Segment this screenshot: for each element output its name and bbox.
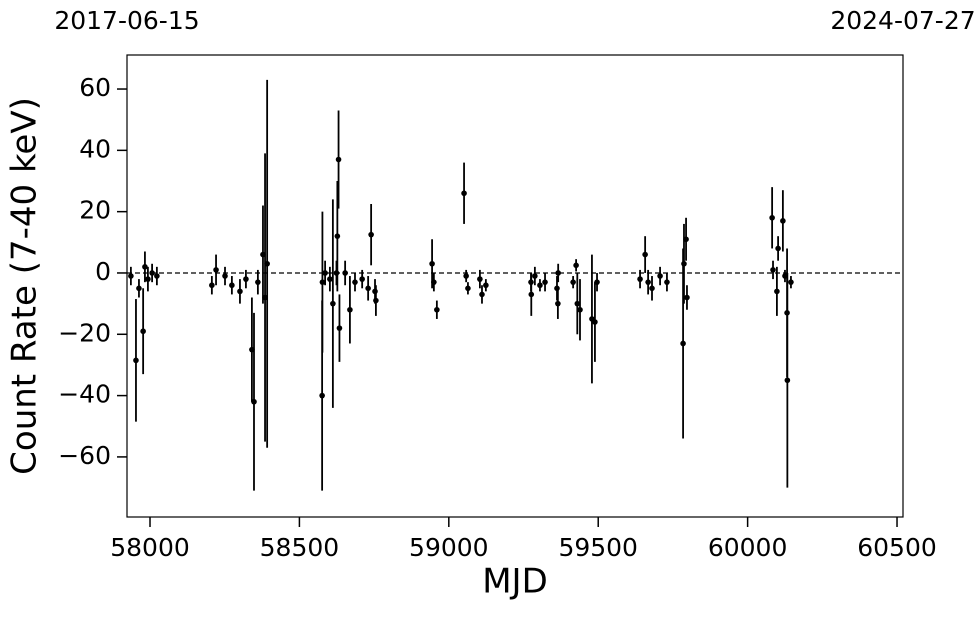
data-point (788, 279, 794, 285)
data-point (645, 279, 651, 285)
data-point (657, 273, 663, 279)
x-tick-label: 59500 (558, 533, 638, 562)
top-date-label: 2024-07-27 (830, 6, 975, 35)
data-point (140, 328, 146, 335)
y-tick-label: −40 (58, 380, 111, 409)
data-point (319, 392, 325, 399)
data-point (769, 214, 775, 221)
data-point (319, 279, 326, 285)
data-point (542, 279, 548, 285)
data-point (128, 273, 134, 279)
data-point (352, 279, 358, 285)
data-point (483, 282, 489, 289)
data-point (463, 273, 469, 279)
data-point (637, 276, 643, 282)
data-point (255, 279, 261, 285)
data-point (479, 291, 485, 298)
data-point (336, 325, 343, 331)
data-point (327, 276, 333, 282)
data-point (555, 270, 561, 276)
data-point (373, 297, 379, 304)
data-point (532, 273, 538, 279)
data-point (335, 156, 342, 163)
y-tick-label: 20 (79, 196, 111, 225)
y-tick-label: 40 (79, 134, 111, 163)
data-point (264, 260, 270, 267)
data-point (342, 270, 348, 276)
data-point (649, 285, 655, 292)
x-tick-label: 58500 (260, 533, 340, 562)
y-tick-label: −60 (58, 441, 111, 470)
data-point (322, 270, 328, 276)
top-date-label: 2017-06-15 (54, 6, 199, 35)
y-axis-label: Count Rate (7-40 keV) (5, 97, 45, 475)
x-tick-label: 60500 (857, 533, 937, 562)
data-point (365, 285, 371, 292)
data-point (149, 270, 155, 276)
data-point (251, 398, 257, 405)
data-point (774, 288, 780, 295)
data-point (770, 267, 776, 273)
data-point (213, 267, 219, 273)
data-point (209, 282, 215, 289)
data-point (592, 319, 598, 325)
data-point (573, 262, 579, 269)
y-tick-label: 0 (95, 257, 111, 286)
data-point (222, 273, 228, 279)
data-point (347, 306, 353, 313)
data-point (555, 300, 561, 307)
data-point (229, 282, 235, 289)
data-point (136, 285, 142, 292)
data-point (642, 251, 648, 258)
data-point (145, 276, 151, 282)
data-point (775, 245, 781, 252)
data-point (237, 288, 243, 295)
data-point (683, 236, 689, 243)
data-point (133, 357, 139, 364)
data-point (142, 264, 148, 270)
data-point (574, 300, 581, 307)
data-point (681, 260, 687, 267)
data-point (359, 276, 365, 282)
x-tick-label: 60000 (708, 533, 788, 562)
data-point (434, 306, 440, 313)
data-point (537, 282, 543, 289)
data-point (680, 340, 686, 347)
data-point (594, 279, 600, 285)
data-point (429, 260, 435, 267)
x-tick-label: 58000 (110, 533, 190, 562)
data-point (330, 300, 336, 307)
data-point (780, 218, 786, 224)
data-point (684, 294, 690, 301)
data-point (154, 273, 160, 279)
data-point (577, 306, 583, 313)
x-axis-label: MJD (482, 562, 548, 602)
data-point (784, 377, 791, 384)
plot-frame (126, 54, 904, 518)
data-point (664, 279, 670, 285)
data-point (334, 233, 341, 239)
data-point (461, 190, 467, 197)
data-point (368, 231, 374, 238)
data-point (477, 276, 483, 282)
data-point (528, 291, 535, 298)
data-point (465, 285, 471, 292)
data-point (243, 276, 249, 282)
data-point (570, 279, 576, 285)
x-tick-label: 59000 (409, 533, 489, 562)
y-tick-label: 60 (79, 73, 111, 102)
y-tick-label: −20 (58, 318, 111, 347)
data-point (431, 279, 437, 285)
